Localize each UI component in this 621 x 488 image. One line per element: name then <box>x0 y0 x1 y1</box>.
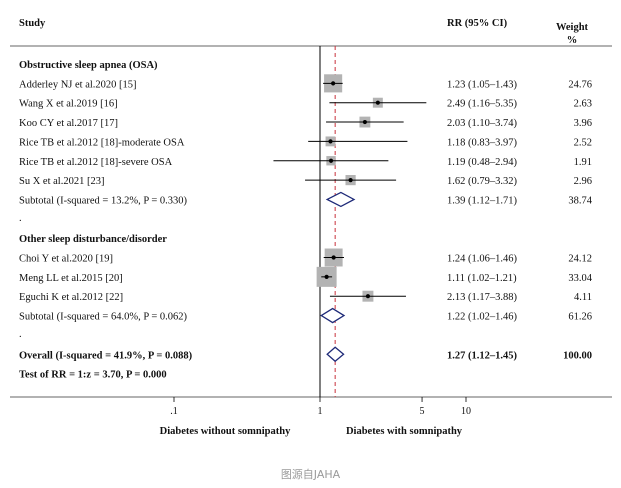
rr-ci-value: 1.62 (0.79–3.32) <box>447 176 517 187</box>
subtotal-diamond <box>325 191 356 208</box>
study-label: Meng LL et al.2015 [20] <box>19 273 123 284</box>
group-label: Obstructive sleep apnea (OSA) <box>19 60 158 71</box>
group-label: Other sleep disturbance/disorder <box>19 234 167 245</box>
weight-value: 61.26 <box>568 312 592 323</box>
overall-diamond <box>326 346 345 363</box>
x-tick-label: 5 <box>420 406 425 417</box>
weight-value: 33.04 <box>568 273 592 284</box>
weight-value: 38.74 <box>568 195 592 206</box>
spacer-dot: . <box>19 329 22 340</box>
rr-ci-value: 2.13 (1.17–3.88) <box>447 292 517 303</box>
study-label: Koo CY et al.2017 [17] <box>19 118 118 129</box>
rr-ci-value: 1.22 (1.02–1.46) <box>447 312 517 323</box>
image-credit: 图源自JAHA <box>280 468 341 481</box>
subtotal-diamond <box>320 307 346 324</box>
header-weight: Weight <box>556 22 589 33</box>
header-rr: RR (95% CI) <box>447 18 508 29</box>
point-estimate <box>328 139 333 144</box>
point-estimate <box>362 119 367 125</box>
weight-value: 3.96 <box>574 118 592 129</box>
rr-ci-value: 1.19 (0.48–2.94) <box>447 157 517 168</box>
weight-value: 24.76 <box>568 79 592 90</box>
x-tick-label: 1 <box>318 406 323 417</box>
weight-value: 2.52 <box>574 137 592 148</box>
point-estimate <box>331 81 336 86</box>
study-label: Adderley NJ et al.2020 [15] <box>19 79 137 90</box>
point-estimate <box>365 294 371 299</box>
rr-ci-value: 1.23 (1.05–1.43) <box>447 79 517 90</box>
point-estimate <box>328 158 334 163</box>
rr-ci-value: 1.18 (0.83–3.97) <box>447 137 517 148</box>
rr-ci-value: 2.03 (1.10–3.74) <box>447 118 517 129</box>
rr-ci-value: 2.49 (1.16–5.35) <box>447 99 517 110</box>
rr-ci-value: 1.39 (1.12–1.71) <box>447 195 517 206</box>
rr-ci-value: 1.27 (1.12–1.45) <box>447 350 517 361</box>
rr-ci-value: 1.24 (1.06–1.46) <box>447 254 517 265</box>
weight-value: 24.12 <box>568 254 592 265</box>
test-label: Test of RR = 1:z = 3.70, P = 0.000 <box>19 370 167 381</box>
study-label: Choi Y et al.2020 [19] <box>19 254 113 265</box>
x-tick-label: .1 <box>170 406 178 417</box>
overall-label: Overall (I-squared = 41.9%, P = 0.088) <box>19 350 193 361</box>
spacer-dot: . <box>19 213 22 224</box>
header-weight-unit: % <box>567 35 578 46</box>
study-label: Rice TB et al.2012 [18]-severe OSA <box>19 157 173 168</box>
rr-ci-value: 1.11 (1.02–1.21) <box>447 273 517 284</box>
study-label: Rice TB et al.2012 [18]-moderate OSA <box>19 137 185 148</box>
weight-value: 100.00 <box>563 350 592 361</box>
axis-annotation-right: Diabetes with somnipathy <box>346 426 463 437</box>
point-estimate <box>348 178 353 183</box>
study-label: Su X et al.2021 [23] <box>19 176 104 187</box>
header-study: Study <box>19 18 46 29</box>
subtotal-label: Subtotal (I-squared = 13.2%, P = 0.330) <box>19 195 188 206</box>
point-estimate <box>324 274 329 279</box>
point-estimate <box>375 100 380 105</box>
weight-value: 1.91 <box>574 157 592 168</box>
study-label: Wang X et al.2019 [16] <box>19 99 118 110</box>
study-label: Eguchi K et al.2012 [22] <box>19 292 123 303</box>
axis-annotation-left: Diabetes without somnipathy <box>160 426 291 437</box>
weight-value: 2.63 <box>574 99 592 110</box>
x-tick-label: 10 <box>461 406 471 417</box>
subtotal-label: Subtotal (I-squared = 64.0%, P = 0.062) <box>19 312 188 323</box>
weight-value: 4.11 <box>574 292 592 303</box>
point-estimate <box>331 255 336 260</box>
weight-value: 2.96 <box>574 176 592 187</box>
